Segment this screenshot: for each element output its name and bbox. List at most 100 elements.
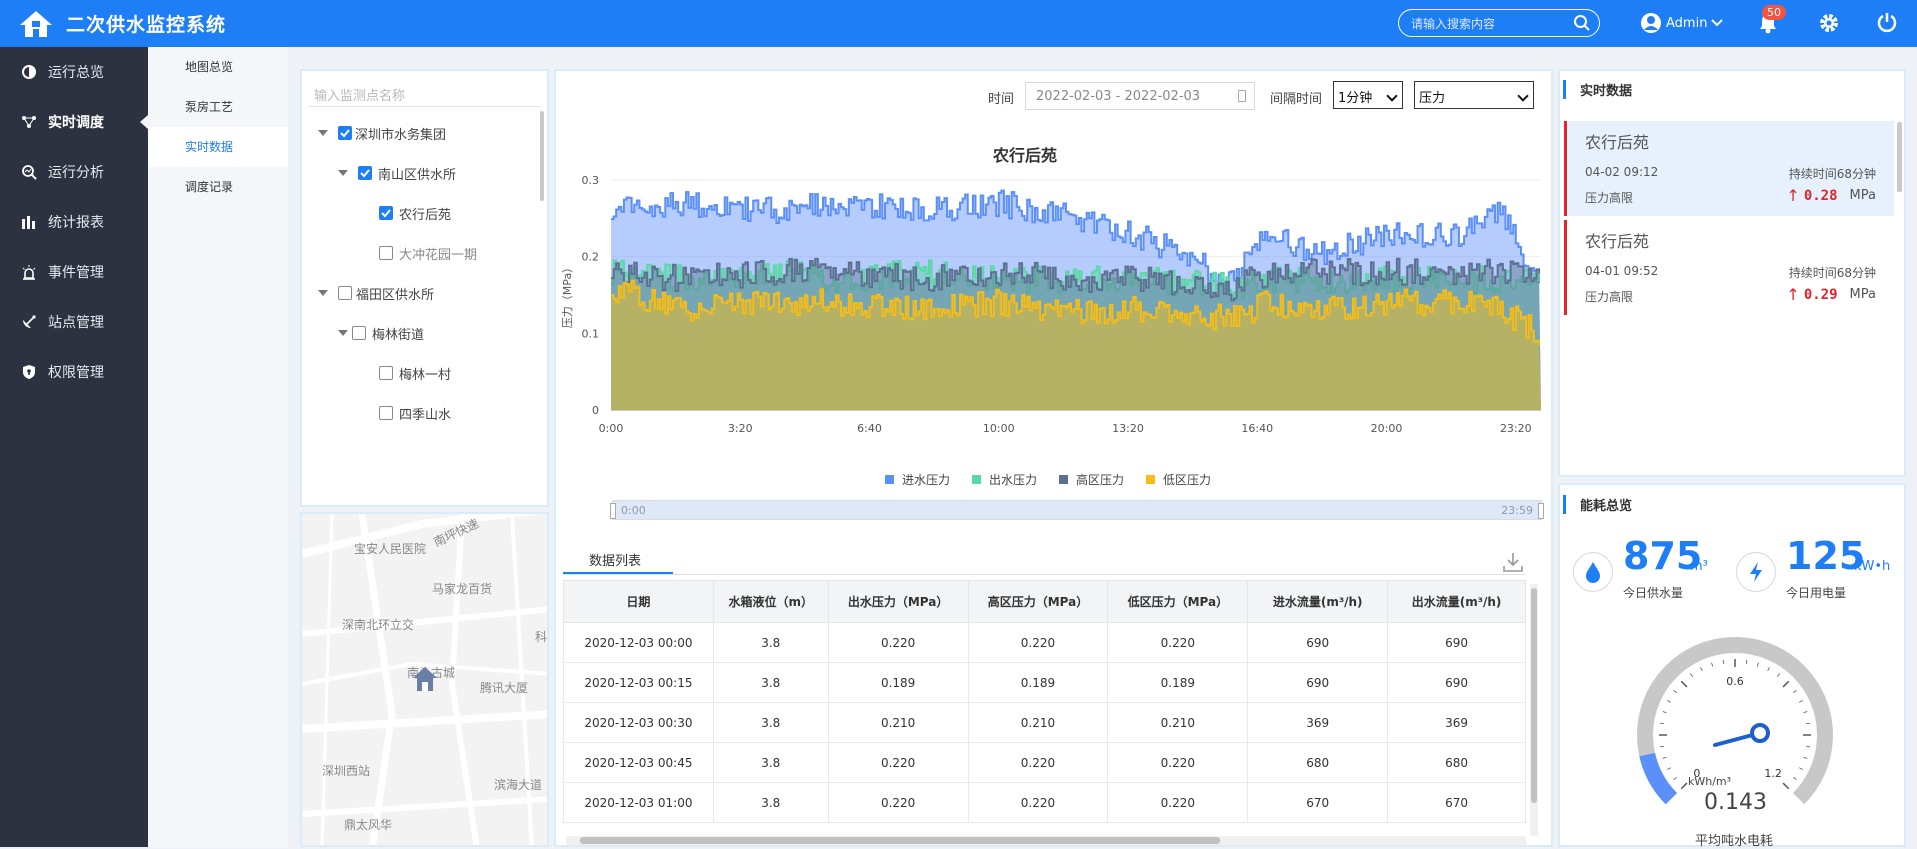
caret-down-icon[interactable] [338, 330, 348, 336]
sidebar-item-stations[interactable]: 站点管理 [0, 297, 148, 347]
table-row[interactable]: 2020-12-03 01:00 3.8 0.220 0.220 0.220 670 670 [563, 782, 1526, 823]
tree-node-station-1[interactable]: 农行后苑 [379, 203, 451, 223]
map-label: 深圳西站 [322, 764, 371, 778]
tree-node-station-2[interactable]: 大冲花园一期 [379, 243, 477, 263]
checkbox-checked[interactable] [358, 166, 372, 180]
vscroll-thumb[interactable] [1531, 588, 1537, 803]
col-header[interactable]: 出水压力（MPa） [827, 580, 969, 623]
user-menu[interactable]: Admin [1640, 12, 1724, 34]
tree-node-meilin[interactable]: 梅林街道 [338, 323, 424, 343]
table-cell: 670 [1247, 782, 1389, 823]
legend-item[interactable]: 进水压力 [885, 471, 950, 488]
tree-node-futian[interactable]: 福田区供水所 [318, 283, 434, 303]
arrow-up-icon: ↑ [1786, 285, 1800, 304]
col-header[interactable]: 出水流量(m³/h) [1387, 580, 1526, 623]
sidebar-item-reports[interactable]: 统计报表 [0, 197, 148, 247]
col-header[interactable]: 低区压力（MPa） [1107, 580, 1249, 623]
date-range-input[interactable]: 2022-02-03 - 2022-02-03 [1025, 82, 1255, 110]
sidebar-item-permissions[interactable]: 权限管理 [0, 347, 148, 397]
caret-down-icon[interactable] [338, 170, 348, 176]
checkbox[interactable] [379, 366, 393, 380]
alarm-card[interactable]: 农行后苑 04-02 09:12 持续时间68分钟 压力高限 ↑ 0.28 MPa [1564, 121, 1894, 216]
table-row[interactable]: 2020-12-03 00:00 3.8 0.220 0.220 0.220 690 690 [563, 622, 1526, 663]
table-cell: 680 [1247, 742, 1389, 783]
gauge-tick [1662, 756, 1667, 759]
subnav-item-map[interactable]: 地图总览 [185, 60, 234, 74]
checkbox[interactable] [338, 286, 352, 300]
table-cell: 0.189 [967, 662, 1109, 703]
tree-node-station-3[interactable]: 梅林一村 [379, 363, 451, 383]
gear-icon[interactable] [1818, 12, 1840, 34]
sidebar-item-dispatch[interactable]: 实时调度 [0, 97, 148, 147]
app-title: 二次供水监控系统 [66, 14, 227, 36]
legend-label: 进水压力 [902, 473, 951, 487]
tab-data-list[interactable]: 数据列表 [589, 554, 642, 569]
realtime-scrollbar[interactable] [1897, 122, 1902, 192]
sidebar-item-events[interactable]: 事件管理 [0, 247, 148, 297]
alarm-duration: 持续时间68分钟 [1788, 167, 1876, 181]
search-input[interactable]: 请输入搜索内容 [1398, 9, 1600, 37]
legend-item[interactable]: 出水压力 [972, 471, 1037, 488]
series-area-4 [611, 280, 1541, 410]
sidebar-item-overview[interactable]: 运行总览 [0, 47, 148, 97]
station-marker-icon[interactable] [410, 664, 440, 694]
table-cell: 0.220 [1107, 622, 1249, 663]
col-header[interactable]: 日期 [563, 580, 714, 623]
alarm-card[interactable]: 农行后苑 04-01 09:52 持续时间68分钟 压力高限 ↑ 0.29 MPa [1564, 220, 1894, 315]
table-hscrollbar[interactable] [566, 836, 1526, 845]
col-header[interactable]: 进水流量(m³/h) [1247, 580, 1389, 623]
time-slider[interactable]: 0:00 23:59 [610, 500, 1544, 520]
power-icon[interactable] [1876, 11, 1898, 33]
sidebar-item-analysis[interactable]: 运行分析 [0, 147, 148, 197]
checkbox[interactable] [379, 406, 393, 420]
tree-node-group[interactable]: 深圳市水务集团 [318, 123, 446, 143]
table-cell: 2020-12-03 00:45 [563, 742, 714, 783]
download-icon[interactable] [1502, 551, 1524, 573]
subnav-item-pump-room[interactable]: 泵房工艺 [185, 100, 234, 114]
calendar-icon[interactable] [1238, 90, 1246, 102]
table-cell: 3.8 [712, 622, 829, 663]
gauge-tick [1659, 745, 1664, 748]
checkbox[interactable] [379, 246, 393, 260]
pressure-chart[interactable]: 0.3 0.2 0.1 00:00 3:20 6:40 10:00 13:20 16:40 20:… [555, 160, 1550, 450]
legend-item[interactable]: 低区压力 [1146, 471, 1211, 488]
map-label: 滨海大道 [494, 778, 543, 792]
tree-node-nanshan[interactable]: 南山区供水所 [338, 163, 456, 183]
map-view[interactable]: 宝安人民医院 南坪快速 马家龙百货 深南北环立交 科 南头古城 腾讯大厦 深圳西… [300, 512, 549, 847]
checkbox[interactable] [352, 326, 366, 340]
caret-down-icon[interactable] [318, 130, 328, 136]
col-header[interactable]: 高区压力（MPa） [967, 580, 1109, 623]
subnav-item-records[interactable]: 调度记录 [185, 180, 234, 194]
table-cell: 2020-12-03 00:15 [563, 662, 714, 703]
subnav-item-realtime[interactable]: 实时数据 [148, 127, 288, 167]
slider-handle-right[interactable] [1538, 503, 1544, 519]
tree-panel: 输入监测点名称 深圳市水务集团 南山区供水所 农行后苑 大冲花园一期 福田区供水… [300, 69, 549, 507]
metric-select[interactable]: 压力 [1414, 81, 1534, 109]
sidebar-item-label: 统计报表 [48, 215, 104, 231]
gauge-tick [1782, 782, 1790, 790]
table-vscrollbar[interactable] [1530, 584, 1538, 836]
table-row[interactable]: 2020-12-03 00:30 3.8 0.210 0.210 0.210 369 369 [563, 702, 1526, 743]
tree-scrollbar[interactable] [540, 111, 544, 201]
tree-node-station-4[interactable]: 四季山水 [379, 403, 451, 423]
caret-down-icon[interactable] [318, 290, 328, 296]
date-range-value: 2022-02-03 - 2022-02-03 [1036, 89, 1201, 104]
table-row[interactable]: 2020-12-03 00:15 3.8 0.189 0.189 0.189 690 690 [563, 662, 1526, 703]
series-line-1 [611, 189, 1541, 287]
checkbox-checked[interactable] [379, 206, 393, 220]
checkbox-checked[interactable] [338, 126, 352, 140]
tree-node-label: 南山区供水所 [378, 167, 457, 183]
sidebar-item-label: 实时调度 [48, 115, 104, 131]
y-tick-label: 0 [592, 404, 599, 417]
table-row[interactable]: 2020-12-03 00:45 3.8 0.220 0.220 0.220 680 680 [563, 742, 1526, 783]
chart-title: 农行后苑 [992, 146, 1057, 165]
legend-item[interactable]: 高区压力 [1059, 471, 1124, 488]
table-cell: 2020-12-03 01:00 [563, 782, 714, 823]
slider-handle-left[interactable] [610, 503, 616, 519]
search-icon[interactable] [1573, 14, 1591, 32]
app-logo[interactable]: 二次供水监控系统 [18, 9, 226, 39]
tree-search-input[interactable]: 输入监测点名称 [308, 77, 541, 107]
hscroll-thumb[interactable] [580, 837, 1220, 844]
col-header[interactable]: 水箱液位（m） [712, 580, 829, 623]
interval-select[interactable]: 1分钟 [1333, 81, 1403, 109]
